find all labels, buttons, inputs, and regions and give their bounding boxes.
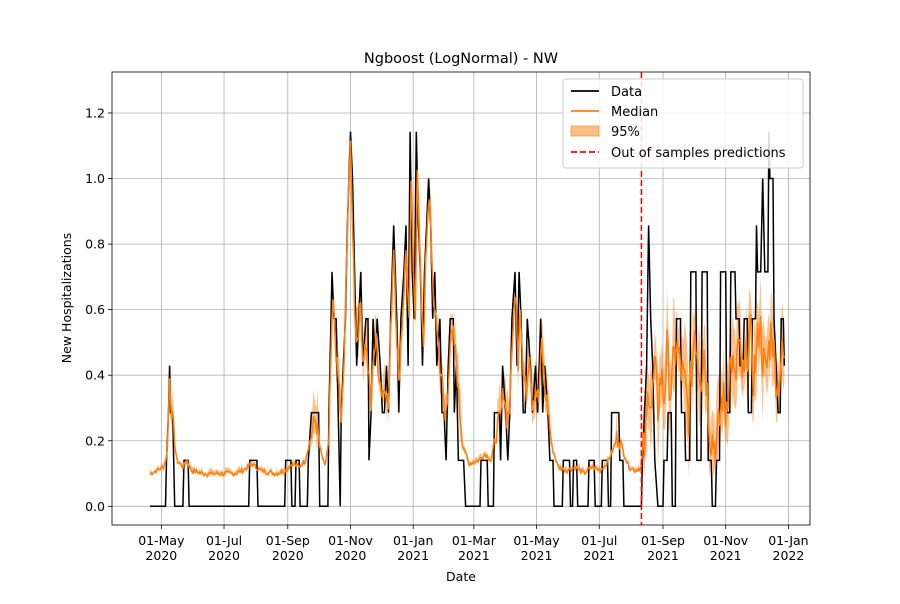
data-line: [150, 131, 786, 508]
x-axis-ticks: 01-May202001-Jul202001-Sep202001-Nov2020…: [138, 525, 809, 563]
y-axis-label: New Hospitalizations: [59, 233, 74, 363]
y-tick-label: 0.0: [85, 499, 105, 514]
x-tick-label: 2021: [397, 548, 429, 563]
x-tick-label: 01-Jul: [581, 533, 617, 548]
x-tick-label: 01-Nov: [703, 533, 748, 548]
x-tick-label: 01-May: [138, 533, 185, 548]
x-tick-label: 2021: [647, 548, 679, 563]
x-tick-label: 01-Jan: [768, 533, 808, 548]
x-tick-label: 2020: [272, 548, 304, 563]
x-axis-label: Date: [446, 569, 476, 584]
data-series: [150, 131, 786, 508]
x-tick-label: 2022: [773, 548, 805, 563]
legend-band-swatch: [570, 125, 600, 137]
legend-median-label: Median: [611, 105, 658, 120]
x-tick-label: 01-May: [513, 533, 560, 548]
x-tick-label: 01-Nov: [328, 533, 373, 548]
legend-data-label: Data: [611, 85, 642, 100]
median-line: [149, 140, 786, 477]
legend: Data Median 95% Out of samples predictio…: [562, 78, 804, 169]
y-tick-label: 0.2: [85, 433, 105, 448]
chart-title: Ngboost (LogNormal) - NW: [364, 51, 558, 67]
plot-frame: [111, 71, 811, 526]
x-tick-label: 2020: [145, 548, 177, 563]
legend-frame: [562, 78, 804, 169]
y-tick-label: 1.0: [85, 171, 105, 186]
x-tick-label: 01-Sep: [266, 533, 310, 548]
x-tick-label: 2021: [583, 548, 615, 563]
x-tick-label: 01-Mar: [452, 533, 497, 548]
x-tick-label: 2021: [458, 548, 490, 563]
y-tick-label: 1.2: [85, 105, 105, 120]
x-tick-label: 2020: [335, 548, 367, 563]
x-tick-label: 01-Jul: [206, 533, 242, 548]
y-tick-label: 0.4: [85, 368, 105, 383]
y-tick-label: 0.8: [85, 237, 105, 252]
median-series: [149, 140, 786, 477]
legend-band-label: 95%: [611, 125, 640, 140]
y-tick-label: 0.6: [85, 302, 105, 317]
x-tick-label: 2020: [208, 548, 240, 563]
x-tick-label: 2021: [521, 548, 553, 563]
x-tick-label: 2021: [710, 548, 742, 563]
y-axis-ticks: 0.0 0.2 0.4 0.6 0.8 1.0 1.2: [85, 105, 112, 514]
x-tick-label: 01-Sep: [641, 533, 685, 548]
x-tick-label: 01-Jan: [393, 533, 433, 548]
legend-cutoff-label: Out of samples predictions: [611, 146, 786, 161]
